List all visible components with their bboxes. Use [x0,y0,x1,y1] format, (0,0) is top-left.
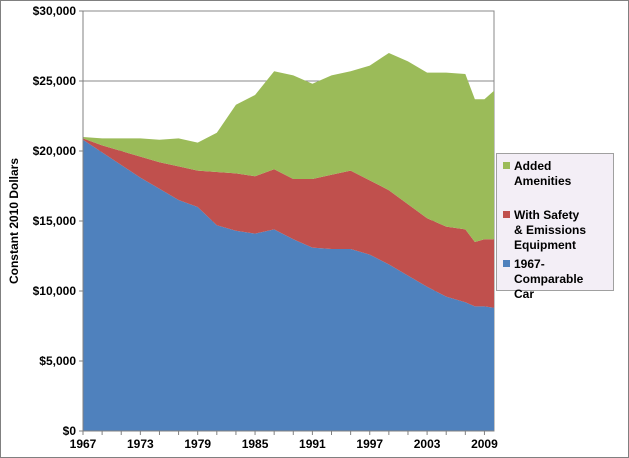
y-tick-label: $15,000 [33,214,77,228]
y-tick-labels: $0 $5,000 $10,000 $15,000 $20,000 $25,000 $30,… [33,4,77,438]
area-added-amenities [83,53,494,242]
y-tick-label: $25,000 [33,74,77,88]
area-with-safety-emissions-equipment [83,138,494,308]
x-tick-label: 1979 [184,437,211,451]
legend-label-comparable-car: 1967-Comparable Car [514,257,584,301]
y-tick-label: $0 [63,424,77,438]
y-tick-label: $5,000 [39,354,76,368]
x-tick-label: 1985 [242,437,269,451]
x-tick-label: 2009 [471,437,498,451]
x-tick-labels: 1967 1973 1979 1985 1991 1997 2003 2009 [70,437,498,451]
y-axis-title: Constant 2010 Dollars [7,158,21,284]
y-tick-label: $10,000 [33,284,77,298]
x-tick-label: 1997 [356,437,383,451]
y-tick-label: $30,000 [33,4,77,18]
area-1967-comparable-car [83,139,494,432]
legend-label-safety-emissions: With Safety & Emissions Equipment [514,208,587,252]
legend-swatch-added-amenities [503,162,510,169]
legend-label-added-amenities: Added Amenities [514,159,572,188]
axes [79,10,494,435]
x-tick-label: 1973 [127,437,154,451]
x-tick-label: 2003 [414,437,441,451]
area-series [83,53,494,432]
legend-swatch-safety-emissions [503,211,510,218]
y-tick-label: $20,000 [33,144,77,158]
x-tick-label: 1991 [299,437,326,451]
x-tick-label: 1967 [70,437,97,451]
legend-swatch-comparable-car [503,260,510,267]
legend: Added Amenities With Safety & Emissions … [496,153,614,301]
